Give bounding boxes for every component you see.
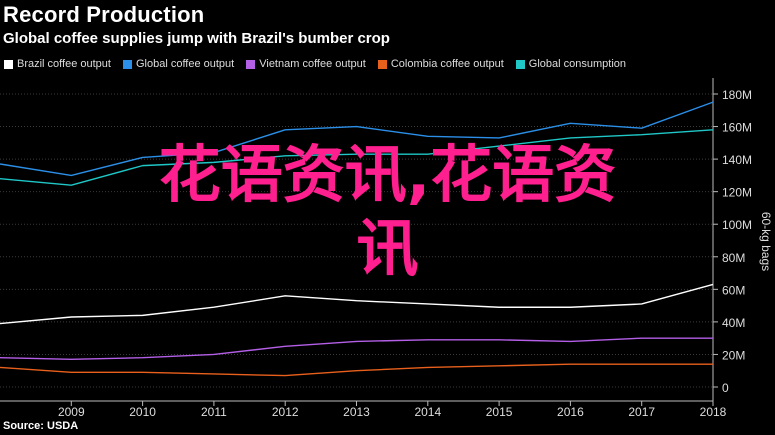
- legend-label: Vietnam coffee output: [259, 58, 366, 70]
- legend-label: Global consumption: [528, 58, 627, 70]
- y-tick-label: 180M: [722, 88, 752, 102]
- y-tick-label: 60M: [722, 283, 745, 297]
- chart-legend: Brazil coffee output Global coffee outpu…: [4, 58, 626, 70]
- x-tick-label: 2015: [486, 405, 513, 419]
- source-note: Source: USDA: [3, 420, 79, 432]
- legend-item-vietnam: Vietnam coffee output: [246, 58, 366, 70]
- legend-swatch: [515, 59, 525, 69]
- series-line-2: [0, 337, 713, 361]
- y-tick-label: 0: [722, 381, 729, 395]
- legend-swatch: [122, 59, 132, 69]
- x-tick-label: 2009: [58, 405, 85, 419]
- x-tick-label: 2014: [414, 405, 441, 419]
- chart-subtitle: Global coffee supplies jump with Brazil'…: [3, 30, 390, 47]
- legend-item-global-consumption: Global consumption: [515, 58, 627, 70]
- y-axis-label: 60-kg bags: [759, 212, 773, 271]
- legend-item-global-output: Global coffee output: [122, 58, 235, 70]
- y-tick-label: 20M: [722, 348, 745, 362]
- x-tick-label: 2013: [343, 405, 370, 419]
- legend-item-brazil: Brazil coffee output: [4, 58, 111, 70]
- x-tick-label: 2016: [557, 405, 584, 419]
- y-tick-label: 80M: [722, 251, 745, 265]
- series-line-4: [0, 129, 714, 186]
- x-tick-label: 2018: [700, 405, 727, 419]
- x-tick-label: 2011: [201, 405, 227, 419]
- chart-title: Record Production: [3, 2, 205, 27]
- x-tick-label: 2010: [129, 405, 156, 419]
- series-line-0: [0, 283, 714, 325]
- legend-label: Global coffee output: [135, 58, 235, 70]
- y-tick-label: 140M: [722, 153, 752, 167]
- x-tick-label: 2017: [628, 405, 655, 419]
- y-tick-label: 40M: [722, 316, 745, 330]
- y-tick-label: 120M: [722, 186, 752, 200]
- legend-label: Colombia coffee output: [390, 58, 504, 70]
- y-tick-label: 100M: [722, 218, 752, 232]
- series-line-3: [0, 363, 713, 377]
- legend-swatch: [4, 59, 13, 69]
- x-tick-label: 2012: [272, 405, 299, 419]
- legend-swatch: [246, 59, 256, 69]
- series-line-1: [0, 101, 714, 177]
- legend-swatch: [377, 59, 387, 69]
- legend-label: Brazil coffee output: [17, 58, 111, 70]
- y-tick-label: 160M: [722, 121, 752, 135]
- legend-item-colombia: Colombia coffee output: [377, 58, 504, 70]
